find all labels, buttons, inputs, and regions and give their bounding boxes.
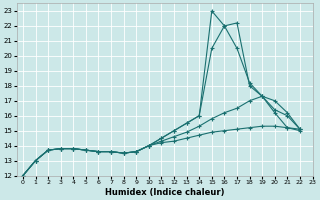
X-axis label: Humidex (Indice chaleur): Humidex (Indice chaleur) [105,188,224,197]
